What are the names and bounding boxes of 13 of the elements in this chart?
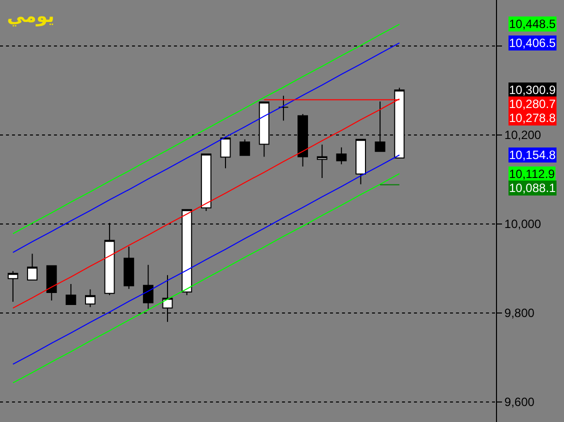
- y-tick-label: 9,600: [504, 395, 535, 410]
- text: 10,278.8: [509, 111, 556, 125]
- text: 10,280.7: [509, 97, 556, 111]
- text: 10,300.9: [509, 83, 556, 97]
- text: 10,406.5: [509, 36, 556, 50]
- text: 10,112.9: [509, 167, 556, 181]
- text: 10,154.8: [509, 148, 556, 162]
- text: 10,448.5: [509, 17, 556, 31]
- y-tick-label: 9,800: [504, 306, 535, 320]
- y-tick-label: 10,200: [504, 128, 542, 142]
- text: 10,088.1: [509, 181, 556, 195]
- y-tick-label: 10,000: [504, 217, 542, 232]
- chart-title: يومي: [7, 6, 54, 27]
